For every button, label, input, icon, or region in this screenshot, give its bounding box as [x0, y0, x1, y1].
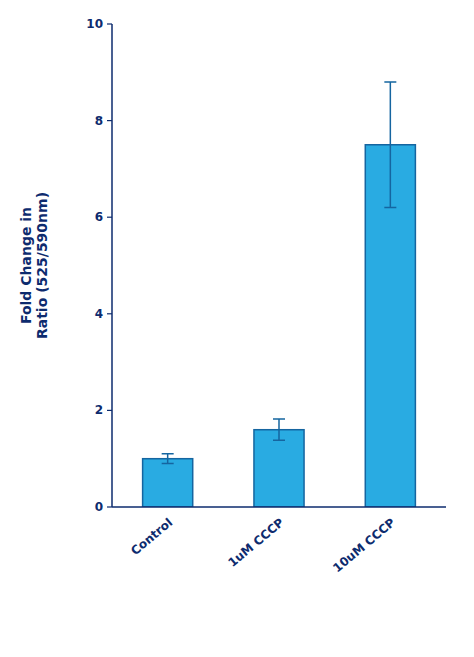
y-tick: [107, 506, 112, 507]
error-bar: [162, 454, 174, 464]
y-tick-label: 2: [95, 403, 103, 417]
chart-container: 0 2 4 6 8 10 Control 1uM CCCP 10uM CCCP Fold Chan…: [0, 0, 474, 657]
error-bar: [273, 419, 285, 440]
y-tick-label: 8: [95, 114, 103, 128]
x-tick-label: Control: [128, 515, 175, 558]
y-tick-label: 0: [95, 500, 103, 514]
x-tick-label: 1uM CCCP: [225, 515, 286, 570]
y-tick-label: 10: [86, 17, 103, 31]
bar: [254, 430, 304, 507]
error-bar-path: [162, 454, 174, 464]
y-tick-label: 6: [95, 210, 103, 224]
y-tick-label: 4: [95, 307, 103, 321]
axes: 0 2 4 6 8 10 Control 1uM CCCP 10uM CCCP: [86, 17, 446, 575]
y-tick: [107, 410, 112, 411]
y-tick: [107, 313, 112, 314]
plot-area: [143, 82, 416, 507]
y-axis-label: Fold Change inRatio (525/590nm): [18, 192, 51, 339]
error-bar-path: [273, 419, 285, 440]
chart-svg: 0 2 4 6 8 10 Control 1uM CCCP 10uM CCCP Fold Chan…: [0, 0, 474, 657]
y-tick: [107, 23, 112, 24]
bar: [143, 459, 193, 507]
error-bar-path: [384, 82, 396, 208]
y-tick: [107, 120, 112, 121]
y-axis-line: [111, 24, 113, 507]
y-tick: [107, 217, 112, 218]
x-tick-label: 10uM CCCP: [330, 515, 398, 575]
x-axis-line: [112, 506, 446, 508]
error-bar: [384, 82, 396, 208]
